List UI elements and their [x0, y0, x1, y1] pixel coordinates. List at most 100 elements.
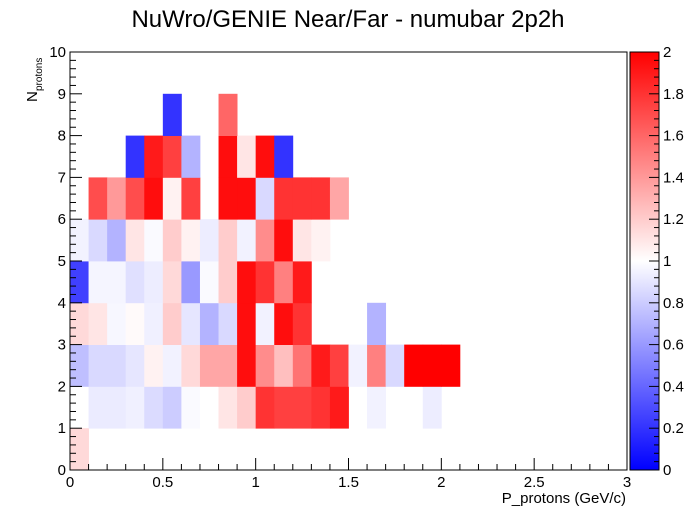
heatmap-cell: [107, 219, 127, 262]
heatmap-cell: [144, 261, 164, 304]
heatmap-cell: [329, 344, 349, 387]
heatmap-cell: [218, 386, 238, 429]
x-tick-label: 0.5: [152, 474, 173, 491]
y-tick-label: 5: [58, 253, 66, 270]
heatmap-cell: [107, 261, 127, 304]
x-axis: 0 0.5 1 1.5 2 2.5 3: [66, 458, 631, 491]
color-scale-label: 0.4: [663, 378, 684, 395]
heatmap-cell: [144, 344, 164, 387]
heatmap-cell: [144, 219, 164, 262]
heatmap-cell: [181, 344, 201, 387]
heatmap-cell: [181, 135, 201, 178]
heatmap-cell: [292, 177, 312, 220]
color-scale-label: 1.2: [663, 211, 684, 228]
heatmap-cell: [125, 219, 145, 262]
color-scale-label: 0: [663, 462, 671, 479]
heatmap-cell: [162, 344, 182, 387]
heatmap-cell: [292, 261, 312, 304]
heatmap-cell: [237, 344, 257, 387]
heatmap-cell: [311, 219, 331, 262]
x-tick-label: 3: [623, 474, 631, 491]
heatmap-cell: [125, 386, 145, 429]
color-scale-label: 1.6: [663, 128, 684, 145]
y-tick-label: 4: [58, 295, 66, 312]
heatmap-cell: [88, 177, 108, 220]
heatmap-cell: [292, 219, 312, 262]
heatmap-cell: [199, 261, 219, 304]
heatmap-cell: [88, 219, 108, 262]
heatmap-cell: [199, 302, 219, 345]
heatmap-cell: [88, 302, 108, 345]
y-tick-label: 7: [58, 169, 66, 186]
heatmap-cell: [107, 177, 127, 220]
color-scale-label: 0.2: [663, 420, 684, 437]
heatmap-cell: [255, 135, 275, 178]
heatmap-cell: [367, 344, 387, 387]
heatmap-cell: [292, 344, 312, 387]
x-tick-label: 2: [437, 474, 445, 491]
x-tick-label: 0: [66, 474, 74, 491]
color-scale-label: 0.6: [663, 337, 684, 354]
x-tick-label: 2.5: [524, 474, 545, 491]
heatmap-cell: [237, 302, 257, 345]
heatmap-cell: [311, 386, 331, 429]
heatmap-cell: [70, 219, 89, 262]
heatmap-cell: [218, 302, 238, 345]
heatmap-cell: [441, 344, 461, 387]
heatmap-cell: [218, 135, 238, 178]
y-tick-label: 2: [58, 378, 66, 395]
heatmap-cell: [107, 386, 127, 429]
heatmap-cell: [199, 219, 219, 262]
y-tick-label: 8: [58, 128, 66, 145]
heatmap-cell: [348, 344, 368, 387]
heatmap-cell: [422, 344, 442, 387]
heatmap-cell: [329, 386, 349, 429]
heatmap-cell: [218, 261, 238, 304]
heatmap-cell: [107, 302, 127, 345]
x-axis-label: P_protons (GeV/c): [502, 490, 626, 507]
x-tick-label: 1: [251, 474, 259, 491]
y-axis-label-main: N: [24, 91, 41, 102]
heatmap-cell: [367, 386, 387, 429]
heatmap-cell: [237, 135, 257, 178]
heatmap-cell: [162, 177, 182, 220]
color-scale-label: 1: [663, 253, 671, 270]
heatmap-cell: [125, 261, 145, 304]
heatmap-cell: [237, 261, 257, 304]
heatmap-cell: [329, 177, 349, 220]
heatmap-cell: [255, 261, 275, 304]
heatmap-cell: [88, 344, 108, 387]
heatmap-cell: [274, 386, 294, 429]
heatmap-cell: [144, 386, 164, 429]
heatmap-cell: [237, 386, 257, 429]
heatmap-cell: [367, 302, 387, 345]
heatmap-cell: [274, 219, 294, 262]
color-scale-label: 1.8: [663, 86, 684, 103]
y-axis: 0 1 2 3 4 5 6 7 8 9 10: [49, 44, 82, 479]
heatmap-cell: [311, 344, 331, 387]
color-scale-label: 2: [663, 44, 671, 61]
heatmap-cell: [181, 302, 201, 345]
heatmap-cell: [199, 386, 219, 429]
heatmap-cell: [162, 261, 182, 304]
heatmap-cell: [162, 302, 182, 345]
heatmap-cell: [70, 261, 89, 304]
heatmap-cell: [125, 302, 145, 345]
heatmap-cell: [274, 344, 294, 387]
heatmap-cell: [125, 177, 145, 220]
heatmap-cell: [292, 386, 312, 429]
heatmap-cell: [125, 344, 145, 387]
heatmap-cell: [404, 344, 424, 387]
heatmap-cell: [162, 93, 182, 136]
heatmap-cell: [422, 386, 442, 429]
heatmap-cell: [237, 177, 257, 220]
heatmap-cell: [218, 93, 238, 136]
heatmap-cell: [181, 177, 201, 220]
heatmap-cell: [181, 219, 201, 262]
heatmap-cell: [255, 177, 275, 220]
heatmap-cell: [274, 177, 294, 220]
heatmap-cell: [218, 177, 238, 220]
heatmap-cell: [255, 219, 275, 262]
heatmap-cell: [70, 344, 89, 387]
y-tick-label: 6: [58, 211, 66, 228]
